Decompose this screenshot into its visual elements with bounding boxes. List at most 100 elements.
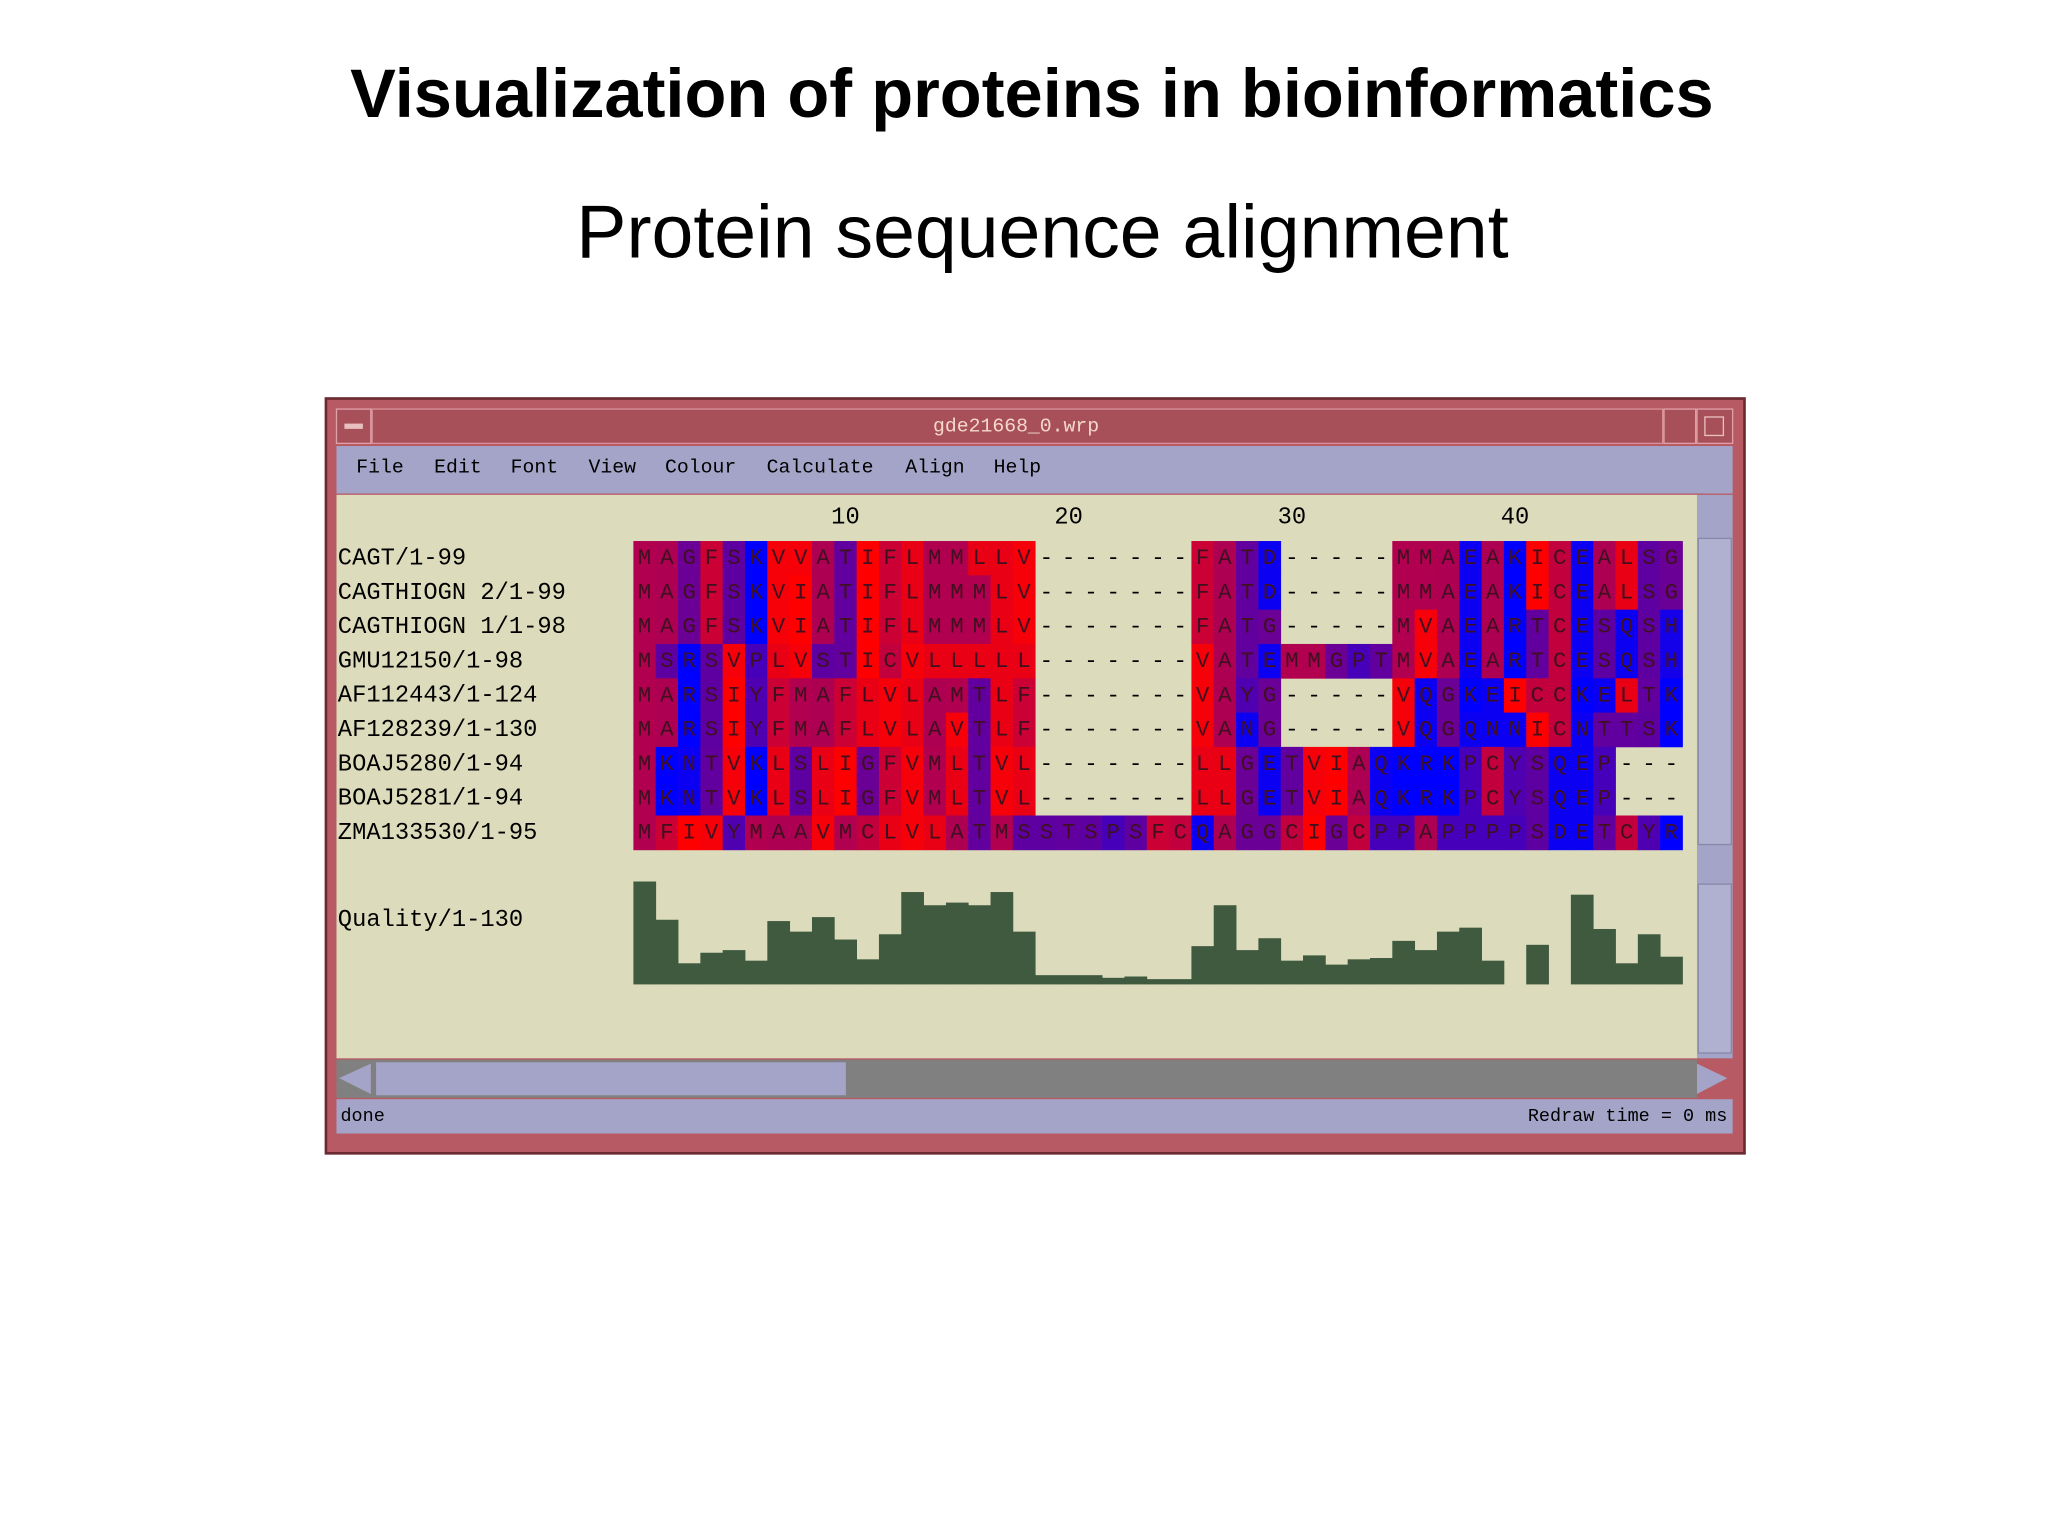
horizontal-scrollbar-thumb[interactable]: [376, 1062, 846, 1096]
residue: L: [906, 717, 919, 743]
residue-cell: [968, 678, 991, 713]
residue: C: [1174, 820, 1187, 846]
scroll-right-arrow[interactable]: [1696, 1063, 1728, 1094]
residue-cell: [1191, 643, 1215, 679]
residue-cell: [1258, 541, 1282, 576]
quality-bar: [1392, 940, 1416, 985]
residue-cell: [1503, 643, 1527, 679]
quality-bar: [678, 963, 701, 985]
residue: -: [1151, 648, 1164, 674]
residue-cell: [655, 712, 679, 748]
residue-cell: [1548, 609, 1572, 645]
menu-item[interactable]: Align: [905, 456, 964, 478]
quality-bar: [1035, 975, 1058, 985]
residue-cell: [789, 746, 813, 782]
residue: M: [928, 751, 941, 777]
menu-item[interactable]: Calculate: [767, 456, 874, 478]
menu-item[interactable]: File: [356, 456, 403, 478]
residue-cell: [990, 643, 1014, 679]
residue: -: [1285, 579, 1298, 605]
residue-cell: [923, 575, 947, 611]
residue: P: [1598, 751, 1611, 777]
residue-cell: [700, 678, 724, 713]
residue-cell: [1593, 746, 1616, 782]
residue: N: [1575, 717, 1588, 743]
residue-cell: [1414, 712, 1438, 748]
residue: C: [1553, 682, 1566, 708]
residue: T: [973, 820, 986, 846]
residue-cell: [745, 643, 768, 679]
residue-cell: [990, 678, 1014, 713]
residue-cell: [1012, 643, 1036, 679]
residue-cell: [655, 746, 679, 782]
residue: D: [1263, 579, 1276, 605]
scroll-left-arrow[interactable]: [339, 1063, 371, 1094]
residue: G: [1263, 682, 1276, 708]
residue-cell: [1258, 678, 1282, 713]
residue: L: [906, 579, 919, 605]
residue-cell: [1012, 575, 1036, 611]
residue: -: [1040, 579, 1053, 605]
residue-cell: [1570, 815, 1594, 851]
sequence-name: CAGTHIOGN 2/1-99: [338, 580, 566, 607]
slide-title: Visualization of proteins in bioinformat…: [350, 55, 1713, 132]
residue: G: [1665, 579, 1678, 605]
residue: A: [928, 717, 942, 743]
residue: V: [772, 614, 786, 640]
residue: -: [1151, 682, 1164, 708]
residue-cell: [945, 575, 969, 611]
residue: -: [1040, 717, 1053, 743]
residue: V: [727, 648, 741, 674]
residue: M: [638, 820, 651, 846]
residue: A: [1218, 717, 1232, 743]
residue: S: [1642, 614, 1655, 640]
slide-subtitle: Protein sequence alignment: [576, 189, 1508, 273]
residue-cell: [1169, 815, 1192, 851]
vertical-scrollbar-track[interactable]: [1697, 883, 1732, 1054]
residue-cell: [1526, 575, 1549, 611]
residue-cell: [923, 712, 947, 748]
residue-cell: [878, 643, 902, 679]
menu-item[interactable]: View: [589, 456, 637, 478]
residue-cell: [1637, 678, 1661, 713]
quality-bar: [767, 921, 791, 985]
residue: I: [861, 648, 874, 674]
residue-cell: [789, 712, 813, 748]
residue-cell: [1258, 781, 1282, 816]
residue: S: [727, 545, 740, 571]
menu-item[interactable]: Colour: [665, 456, 736, 478]
residue: F: [772, 717, 785, 743]
residue-cell: [1057, 815, 1081, 851]
residue: I: [794, 579, 807, 605]
residue: T: [1642, 682, 1655, 708]
residue-cell: [1503, 781, 1527, 816]
quality-bar: [1570, 894, 1594, 985]
residue-cell: [1325, 746, 1349, 782]
residue-cell: [1280, 746, 1304, 782]
residue-cell: [700, 815, 724, 851]
residue-cell: [655, 815, 679, 851]
residue-cell: [1236, 678, 1259, 713]
residue: F: [705, 614, 718, 640]
residue: V: [995, 785, 1009, 811]
residue: -: [1285, 614, 1298, 640]
residue: -: [1307, 614, 1320, 640]
menu-item[interactable]: Font: [511, 456, 558, 478]
residue: M: [638, 785, 651, 811]
menu-item[interactable]: Help: [994, 456, 1041, 478]
residue-cell: [767, 643, 791, 679]
residue: M: [638, 545, 651, 571]
menu-item[interactable]: Edit: [434, 456, 481, 478]
residue-cell: [678, 678, 701, 713]
residue: I: [839, 751, 852, 777]
residue-cell: [856, 575, 880, 611]
vertical-scrollbar-track[interactable]: [1697, 537, 1732, 846]
minimize-button[interactable]: [1663, 408, 1697, 445]
residue-cell: [633, 609, 657, 645]
residue-cell: [1280, 643, 1304, 679]
residue-cell: [1436, 609, 1460, 645]
maximize-button[interactable]: [1696, 408, 1734, 445]
residue: S: [705, 717, 718, 743]
sequence-name: GMU12150/1-98: [338, 648, 523, 675]
